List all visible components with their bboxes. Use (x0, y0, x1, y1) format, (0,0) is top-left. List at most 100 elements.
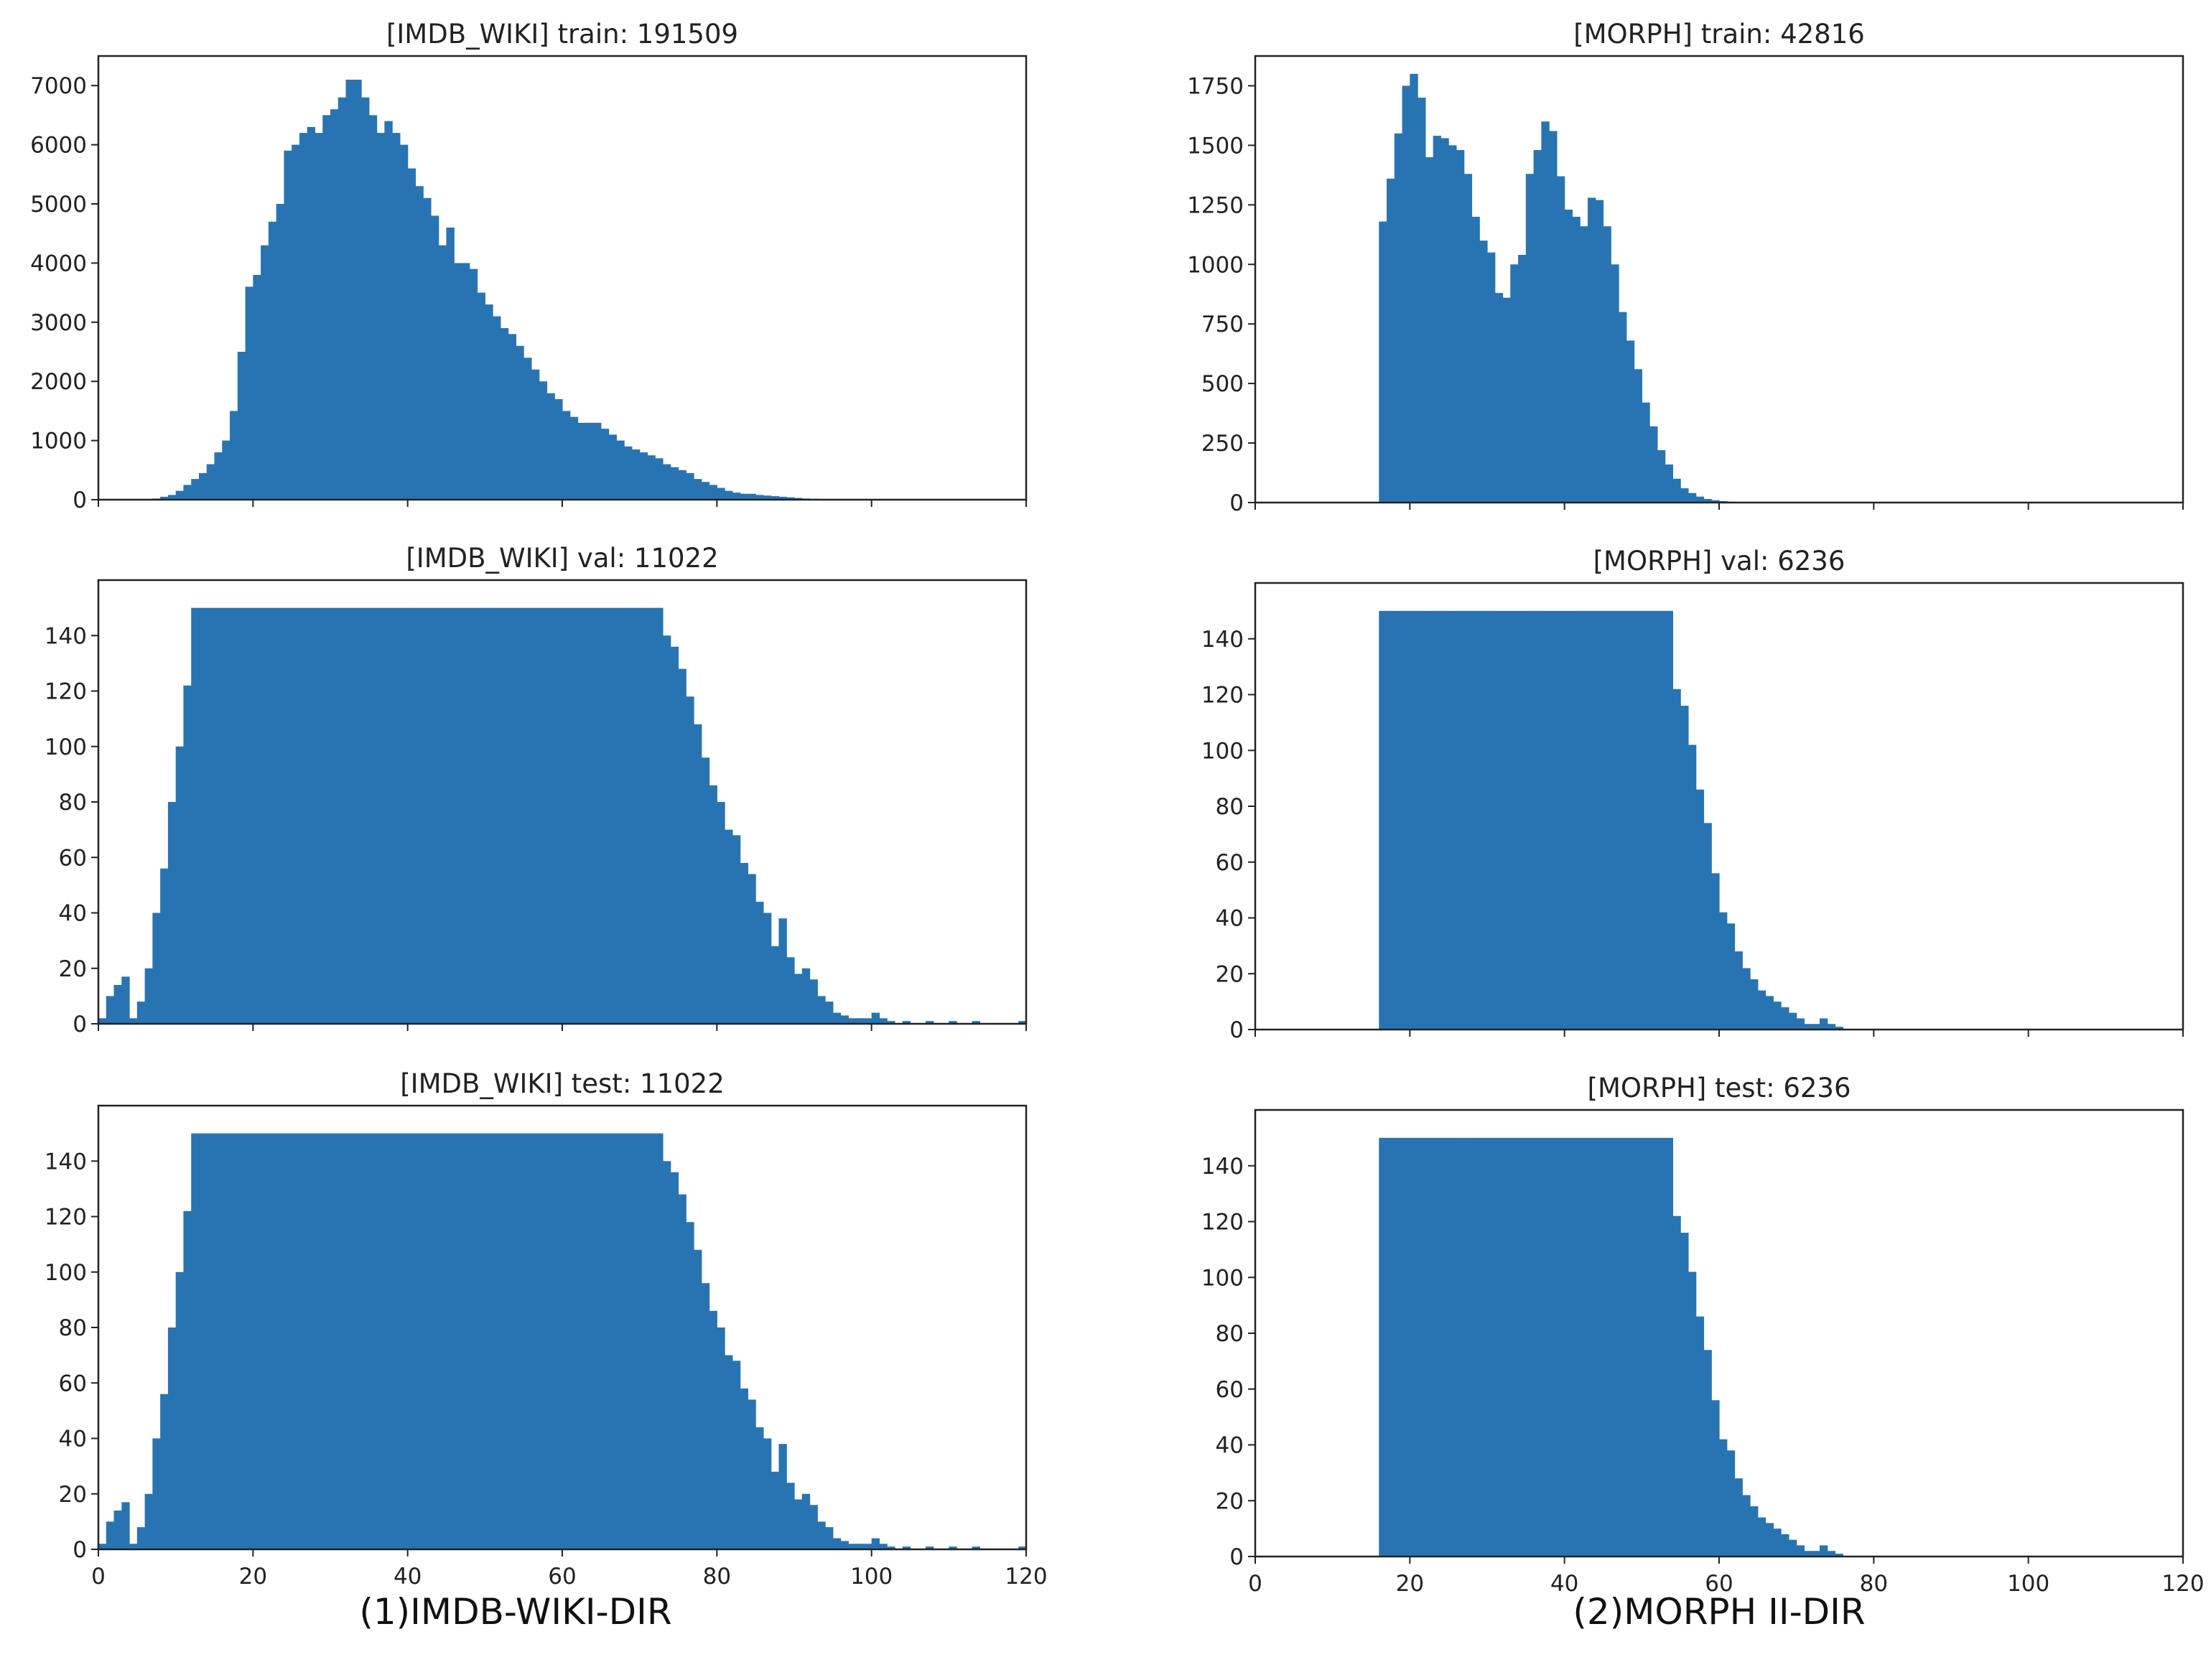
histogram-bar (237, 352, 246, 500)
y-tick-label: 140 (1201, 627, 1244, 653)
histogram-bar (1425, 610, 1434, 1030)
histogram-bar (230, 1133, 238, 1550)
histogram-bar (655, 607, 664, 1025)
histogram-bar (454, 607, 462, 1025)
histogram-bar (129, 1018, 138, 1024)
histogram-bar (454, 263, 462, 500)
histogram-bar (709, 785, 717, 1024)
histogram-bar (1018, 1546, 1027, 1549)
histogram-bar (569, 607, 579, 1025)
histogram-bar (1494, 293, 1504, 503)
histogram-bar (1642, 610, 1650, 1030)
x-tick-label: 80 (703, 1564, 731, 1590)
histogram-bar (1533, 610, 1542, 1030)
histogram-bar (763, 495, 772, 500)
histogram-bar (330, 109, 339, 500)
histogram-bar (740, 862, 748, 1024)
histogram-bar (832, 1538, 842, 1549)
histogram-bar (261, 607, 269, 1025)
histogram-bar (647, 1133, 656, 1550)
histogram-bar (1510, 610, 1519, 1030)
y-tick-label: 100 (1201, 738, 1244, 764)
histogram-bar (198, 1133, 208, 1550)
x-tick-label: 60 (1705, 1571, 1733, 1597)
y-tick-label: 60 (59, 845, 87, 871)
histogram-bar (554, 607, 563, 1025)
histogram-bar (245, 607, 253, 1025)
histogram-bar (376, 607, 385, 1025)
histogram-bar (670, 646, 679, 1024)
histogram-bar (1781, 1007, 1789, 1030)
histogram-bar (214, 607, 223, 1025)
histogram-bar (1587, 197, 1596, 503)
histogram-bar (616, 607, 625, 1025)
y-tick-label: 40 (59, 1427, 87, 1452)
histogram-bar (1494, 1137, 1504, 1557)
histogram-bar (608, 434, 617, 500)
histogram-bar (577, 607, 586, 1025)
histogram-bar (1587, 1137, 1596, 1557)
histogram-bar (1711, 1400, 1720, 1557)
histogram-bar (686, 696, 694, 1024)
histogram-bar (222, 607, 231, 1025)
histogram-bar (1456, 1137, 1465, 1557)
histogram-bar (1688, 493, 1697, 503)
histogram-bar (1626, 340, 1635, 503)
histogram-bar (500, 607, 509, 1025)
histogram-bar (817, 1521, 826, 1550)
histogram-bar (276, 1133, 284, 1550)
histogram-bar (299, 133, 308, 500)
histogram-bar (717, 802, 725, 1024)
histogram-bar (1611, 1137, 1619, 1557)
histogram-bar (809, 1505, 818, 1549)
histogram-bar (725, 829, 733, 1025)
histogram-bar (755, 1427, 764, 1549)
histogram-bar (1518, 1137, 1527, 1557)
histogram-bar (562, 607, 571, 1025)
histogram-bar (631, 449, 641, 500)
histogram-bar (670, 1172, 679, 1549)
histogram-bar (1549, 610, 1558, 1030)
histogram-bar (694, 1249, 702, 1549)
histogram-bar (593, 607, 602, 1025)
histogram-bar (1595, 1137, 1604, 1557)
histogram-bar (717, 487, 725, 500)
histogram-bar (523, 607, 532, 1025)
histogram-bar (268, 1133, 277, 1550)
histogram-bar (608, 1133, 617, 1550)
histogram-bar (330, 607, 339, 1025)
histogram-bar (624, 607, 633, 1025)
histogram-bar (106, 996, 115, 1025)
histogram-bar (438, 1133, 447, 1550)
histogram-bar (1781, 1534, 1789, 1557)
histogram-bar (562, 1133, 571, 1550)
histogram-bar (415, 607, 424, 1025)
x-tick-label: 120 (2161, 1571, 2204, 1597)
chart-panel-4: [IMDB_WIKI] test: 11022 0 20 40 60 80 100 120 14… (45, 1068, 1048, 1590)
histogram-bar (1804, 1551, 1812, 1557)
histogram-bar (1657, 1137, 1666, 1557)
y-tick-label: 100 (45, 1260, 87, 1286)
histogram-bar (624, 446, 633, 500)
histogram-bar (709, 485, 717, 500)
histogram-bar (1680, 488, 1689, 503)
y-tick-label: 0 (73, 1537, 87, 1563)
histogram-bar (1471, 610, 1480, 1030)
chart-title: [IMDB_WIKI] train: 191509 (386, 19, 738, 50)
histogram-bar (1665, 464, 1673, 503)
x-tick-label: 100 (850, 1564, 893, 1590)
histogram-bar (879, 1018, 888, 1024)
histogram-bar (809, 979, 818, 1024)
histogram-bar (284, 1133, 292, 1550)
histogram-bar (639, 607, 648, 1025)
histogram-bar (253, 1133, 261, 1550)
histogram-bar (167, 1327, 177, 1549)
histogram-bar (160, 1394, 169, 1549)
histogram-bar (608, 607, 617, 1025)
histogram-bar (1580, 1137, 1588, 1557)
histogram-bar (655, 1133, 664, 1550)
histogram-bar (1510, 1137, 1519, 1557)
histogram-bar (523, 1133, 532, 1550)
y-tick-label: 100 (45, 734, 87, 760)
histogram-bar (167, 802, 177, 1024)
